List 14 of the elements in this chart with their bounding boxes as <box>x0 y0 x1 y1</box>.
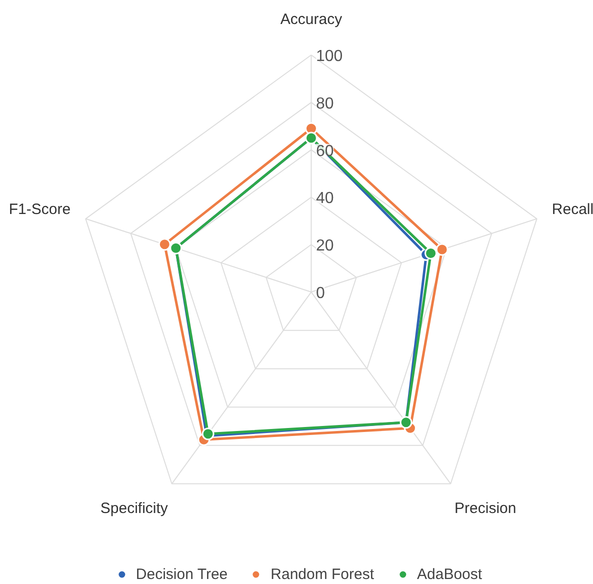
y-tick-label: 100 <box>316 48 343 66</box>
legend-label: AdaBoost <box>417 566 482 582</box>
y-tick-label: 80 <box>316 95 334 112</box>
legend-label: Decision Tree <box>136 566 228 582</box>
y-tick-label: 60 <box>316 142 334 160</box>
y-tick-label: 0 <box>316 285 325 302</box>
spoke-label: Precision <box>454 500 516 518</box>
spoke-label: Recall <box>552 200 593 218</box>
y-tick-label: 20 <box>316 238 334 255</box>
y-tick-label: 40 <box>316 190 334 208</box>
spoke-label: Specificity <box>100 500 168 518</box>
spoke-label: F1-Score <box>8 200 71 218</box>
legend-label: Random Forest <box>270 566 374 582</box>
spoke-label: Accuracy <box>280 10 343 28</box>
